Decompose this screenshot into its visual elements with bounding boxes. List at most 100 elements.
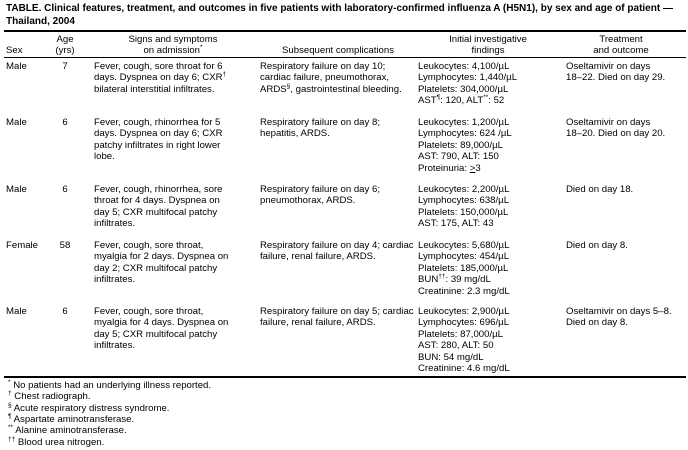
cell-line: Age bbox=[48, 34, 82, 45]
cell-line: Leukocytes: 4,100/µL bbox=[418, 61, 558, 72]
cell-text: Treatment bbox=[599, 34, 643, 45]
cell-line: Platelets: 150,000/µL bbox=[418, 207, 558, 218]
cell-line: Creatinine: 4.6 mg/dL bbox=[418, 363, 558, 374]
footnote-text: Alanine aminotransferase. bbox=[13, 425, 127, 437]
cell-text: Female bbox=[6, 240, 38, 251]
cell-age: 58 bbox=[50, 240, 80, 251]
column-header-complications: Subsequent complications bbox=[258, 45, 418, 56]
cell-complications: Respiratory failure on day 4; cardiac fai… bbox=[260, 240, 414, 263]
footnote: ** Alanine aminotransferase. bbox=[8, 424, 127, 437]
cell-text: Male bbox=[6, 117, 27, 128]
cell-line: Lymphocytes: 1,440/µL bbox=[418, 72, 558, 83]
cell-text: days. Dyspnea on day 6; CXR bbox=[94, 128, 223, 140]
cell-text: day 5; CXR multifocal patchy bbox=[94, 328, 218, 340]
cell-age: 6 bbox=[50, 184, 80, 195]
cell-text: findings bbox=[471, 45, 505, 57]
cell-line: Leukocytes: 2,900/µL bbox=[418, 306, 558, 317]
cell-line: infiltrates. bbox=[94, 274, 254, 285]
cell-line: Oseltamivir on days bbox=[566, 117, 686, 128]
cell-text: patchy infiltrates in right lower bbox=[94, 139, 221, 151]
cell-line: Respiratory failure on day 6; bbox=[260, 184, 410, 195]
cell-line: 6 bbox=[50, 117, 80, 128]
cell-text: 3 bbox=[475, 162, 481, 174]
cell-line: Oseltamivir on days bbox=[566, 61, 686, 72]
cell-text: AST bbox=[418, 95, 437, 107]
cell-line: day 5; CXR multifocal patchy bbox=[94, 207, 254, 218]
cell-findings: Leukocytes: 2,200/µL Lymphocytes: 638/µL P… bbox=[418, 184, 558, 230]
cell-text: Lymphocytes: 624 /µL bbox=[418, 128, 512, 140]
cell-outcome: Oseltamivir on days 5–8. Died on day 8. bbox=[566, 306, 686, 329]
cell-text: myalgia for 2 days. Dyspnea on bbox=[94, 251, 229, 263]
footnote-marker: § bbox=[8, 401, 12, 409]
cell-text: Oseltamivir on days bbox=[566, 61, 651, 72]
cell-text: pneumothorax, ARDS. bbox=[260, 195, 356, 207]
cell-text: Platelets: 304,000/µL bbox=[418, 83, 509, 95]
cell-line: BUN††: 39 mg/dL bbox=[418, 273, 558, 285]
cell-line: myalgia for 4 days. Dyspnea on bbox=[94, 317, 254, 328]
cell-text: Sex bbox=[6, 45, 23, 56]
cell-line: Respiratory failure on day 5; cardiac bbox=[260, 306, 414, 317]
cell-line: Leukocytes: 2,200/µL bbox=[418, 184, 558, 195]
cell-text: Age bbox=[56, 34, 74, 45]
cell-text: Lymphocytes: 638/µL bbox=[418, 195, 510, 207]
cell-text: day 5; CXR multifocal patchy bbox=[94, 206, 218, 218]
cell-text: Signs and symptoms bbox=[128, 34, 218, 45]
cell-signs: Fever, cough, sore throat, myalgia for 4 … bbox=[94, 306, 254, 352]
cell-findings: Leukocytes: 1,200/µL Lymphocytes: 624 /µL… bbox=[418, 117, 558, 174]
cell-signs: Fever, cough, sore throat for 6 days. Dys… bbox=[94, 61, 254, 95]
cell-line: Platelets: 89,000/µL bbox=[418, 140, 558, 151]
cell-text: Platelets: 185,000/µL bbox=[418, 262, 509, 274]
cell-signs: Fever, cough, rhinorrhea for 5 days. Dysp… bbox=[94, 117, 254, 163]
cell-complications: Respiratory failure on day 5; cardiac fai… bbox=[260, 306, 414, 329]
cell-line: Treatment bbox=[556, 34, 686, 45]
cell-findings: Leukocytes: 4,100/µL Lymphocytes: 1,440/µ… bbox=[418, 61, 558, 107]
cell-outcome: Died on day 18. bbox=[566, 184, 686, 195]
cell-line: days. Dyspnea on day 6; CXR bbox=[94, 128, 254, 139]
cell-outcome: Oseltamivir on days 18–22. Died on day 29… bbox=[566, 61, 686, 84]
cell-line: findings bbox=[418, 45, 558, 56]
top-rule bbox=[4, 30, 686, 32]
cell-text: AST: 790, ALT: 150 bbox=[418, 151, 499, 163]
footnote-marker: § bbox=[286, 82, 291, 90]
cell-text: Fever, cough, sore throat, bbox=[94, 306, 204, 317]
cell-line: Proteinuria: >3 bbox=[418, 163, 558, 174]
cell-text: Platelets: 87,000/µL bbox=[418, 328, 503, 340]
cell-line: day 2; CXR multifocal patchy bbox=[94, 263, 254, 274]
cell-line: bilateral interstitial infiltrates. bbox=[94, 84, 254, 95]
cell-age: 6 bbox=[50, 117, 80, 128]
cell-line: day 5; CXR multifocal patchy bbox=[94, 329, 254, 340]
cell-age: 6 bbox=[50, 306, 80, 317]
cell-text: (yrs) bbox=[55, 45, 75, 57]
footnote-marker: ¶ bbox=[436, 94, 441, 102]
cell-line: and outcome bbox=[556, 45, 686, 56]
cell-signs: Fever, cough, rhinorrhea, sore throat for… bbox=[94, 184, 254, 230]
footnote-text: Aspartate aminotransferase. bbox=[11, 413, 135, 425]
cell-sex: Male bbox=[6, 184, 46, 195]
column-header-signs: Signs and symptoms on admission* bbox=[90, 34, 256, 57]
cell-line: AST¶: 120, ALT**: 52 bbox=[418, 94, 558, 107]
column-header-sex: Sex bbox=[6, 45, 46, 56]
footnote: § Acute respiratory distress syndrome. bbox=[8, 401, 170, 414]
column-header-age: Age (yrs) bbox=[48, 34, 82, 57]
cell-text: Respiratory failure on day 10; bbox=[260, 61, 386, 72]
cell-text: 7 bbox=[62, 61, 68, 72]
footnote: * No patients had an underlying illness … bbox=[8, 379, 211, 391]
cell-text: Leukocytes: 1,200/µL bbox=[418, 117, 510, 128]
cell-line: Leukocytes: 1,200/µL bbox=[418, 117, 558, 128]
cell-text: Respiratory failure on day 4; cardiac bbox=[260, 240, 414, 251]
cell-line: lobe. bbox=[94, 151, 254, 162]
cell-line: Fever, cough, sore throat, bbox=[94, 240, 254, 251]
cell-text: Lymphocytes: 1,440/µL bbox=[418, 72, 518, 84]
footnote-text: Acute respiratory distress syndrome. bbox=[11, 402, 170, 414]
cell-text: Creatinine: 4.6 mg/dL bbox=[418, 363, 510, 375]
cell-text: Fever, cough, rhinorrhea, sore bbox=[94, 184, 223, 195]
column-header-findings: Initial investigative findings bbox=[418, 34, 558, 57]
footnote-marker: ** bbox=[8, 424, 14, 432]
cell-line: (yrs) bbox=[48, 45, 82, 56]
cell-line: Died on day 8. bbox=[566, 240, 686, 251]
footnote-marker: †† bbox=[8, 435, 16, 443]
cell-text: Initial investigative bbox=[449, 34, 527, 45]
cell-line: AST: 175, ALT: 43 bbox=[418, 218, 558, 229]
cell-text: Lymphocytes: 454/µL bbox=[418, 251, 510, 263]
cell-line: Male bbox=[6, 184, 46, 195]
